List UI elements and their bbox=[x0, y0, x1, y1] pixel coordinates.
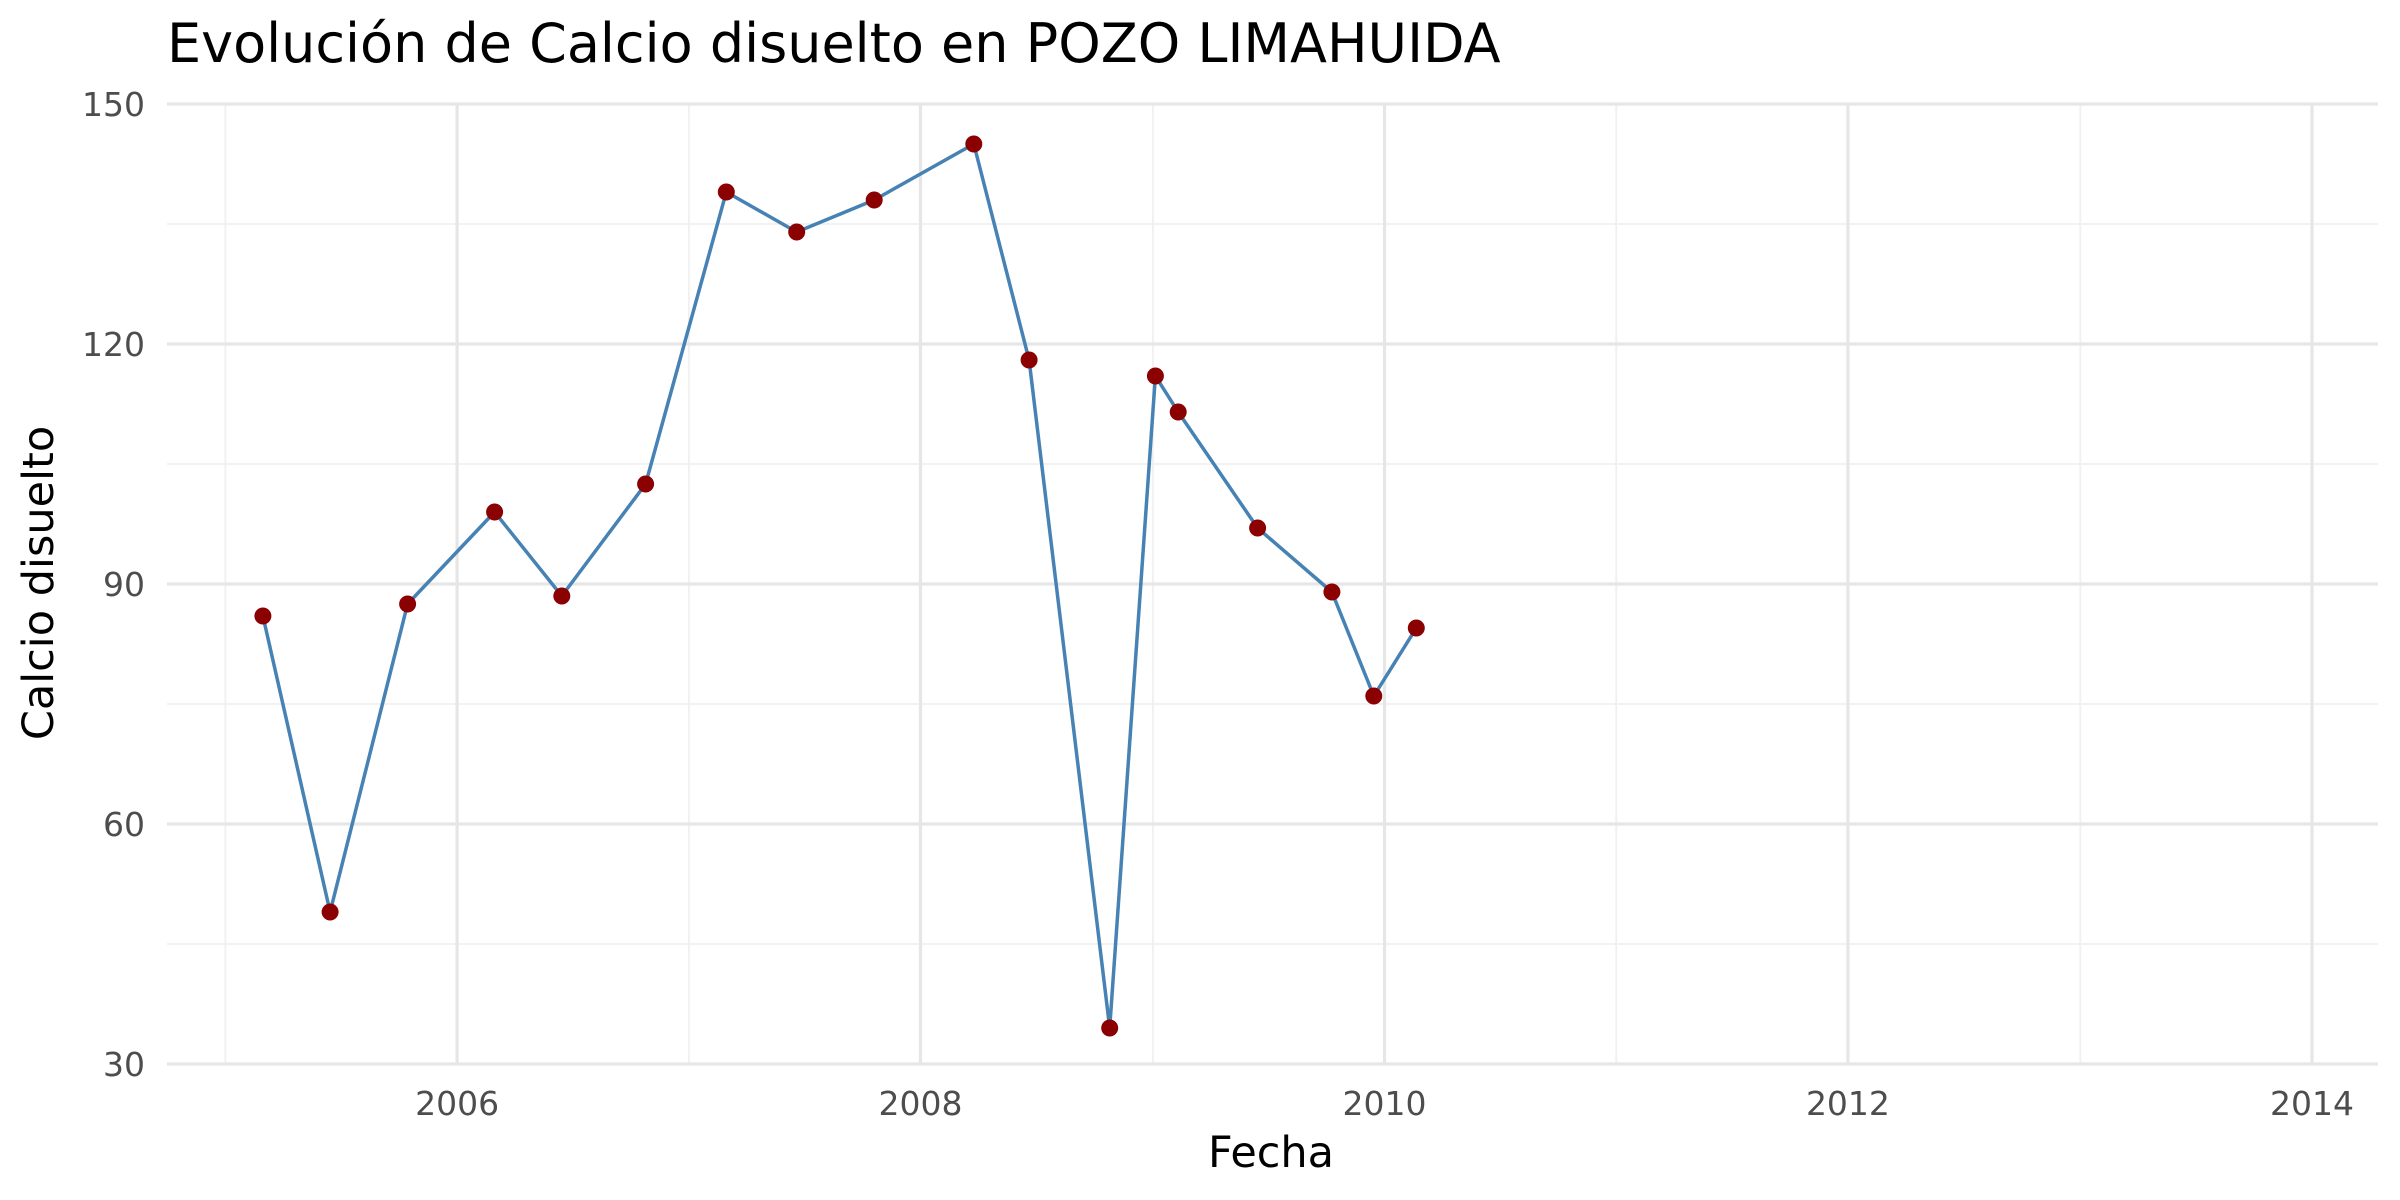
data-points bbox=[254, 135, 1425, 1037]
data-point bbox=[1101, 1019, 1119, 1037]
data-point bbox=[1020, 351, 1038, 369]
data-point bbox=[1169, 403, 1187, 421]
data-point bbox=[865, 191, 883, 209]
x-tick-label: 2008 bbox=[879, 1084, 963, 1123]
data-point bbox=[1249, 519, 1267, 537]
y-tick-label: 150 bbox=[82, 85, 145, 124]
data-point bbox=[1365, 687, 1383, 705]
y-tick-label: 120 bbox=[82, 325, 145, 364]
data-point bbox=[1146, 367, 1164, 385]
data-point bbox=[788, 223, 806, 241]
y-axis-ticks: 30 60 90 120 150 bbox=[82, 85, 145, 1084]
x-tick-label: 2012 bbox=[1806, 1084, 1890, 1123]
data-point bbox=[1407, 619, 1425, 637]
x-tick-label: 2014 bbox=[2270, 1084, 2354, 1123]
chart-title: Evolución de Calcio disuelto en POZO LIM… bbox=[167, 12, 1501, 75]
data-point bbox=[254, 607, 272, 625]
data-point bbox=[399, 595, 417, 613]
y-tick-label: 60 bbox=[103, 805, 145, 844]
data-point bbox=[1323, 583, 1341, 601]
y-tick-label: 30 bbox=[103, 1045, 145, 1084]
grid bbox=[167, 102, 2378, 1066]
x-tick-label: 2010 bbox=[1343, 1084, 1427, 1123]
data-point bbox=[637, 475, 655, 493]
data-point bbox=[321, 903, 339, 921]
data-point bbox=[486, 503, 504, 521]
series-line bbox=[261, 142, 1419, 1030]
y-tick-label: 90 bbox=[103, 565, 145, 604]
y-axis-title: Calcio disuelto bbox=[14, 426, 64, 740]
data-point bbox=[965, 135, 983, 153]
data-point bbox=[717, 183, 735, 201]
x-axis-title: Fecha bbox=[1208, 1128, 1334, 1178]
x-axis-ticks: 2006 2008 2010 2012 2014 bbox=[415, 1084, 2354, 1123]
data-point bbox=[553, 587, 571, 605]
x-tick-label: 2006 bbox=[415, 1084, 499, 1123]
